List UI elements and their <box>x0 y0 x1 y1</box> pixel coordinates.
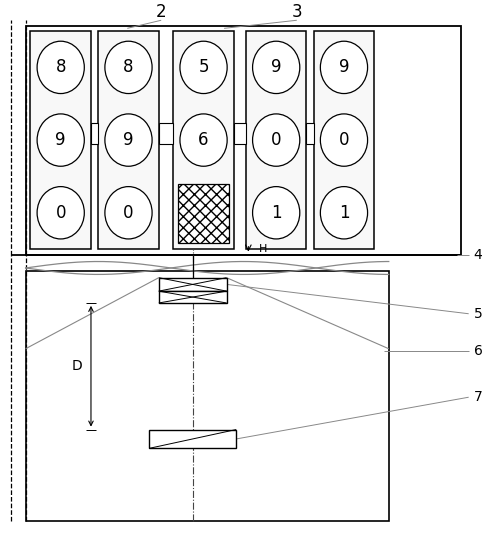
Bar <box>159 291 226 303</box>
Bar <box>149 430 236 448</box>
Bar <box>159 122 173 145</box>
Bar <box>159 277 226 291</box>
Text: 0: 0 <box>339 131 349 149</box>
Text: 1: 1 <box>338 204 349 222</box>
Bar <box>26 271 389 521</box>
Ellipse shape <box>37 41 84 94</box>
Text: 8: 8 <box>56 58 66 76</box>
Ellipse shape <box>180 41 227 94</box>
Ellipse shape <box>253 41 300 94</box>
Bar <box>173 31 234 249</box>
Text: 4: 4 <box>473 248 482 262</box>
Bar <box>234 122 246 145</box>
Text: 0: 0 <box>271 131 281 149</box>
Text: H: H <box>259 244 267 254</box>
Text: 8: 8 <box>123 58 134 76</box>
Bar <box>178 184 229 243</box>
Bar <box>31 31 91 249</box>
Ellipse shape <box>320 187 368 239</box>
Ellipse shape <box>253 114 300 166</box>
Ellipse shape <box>180 114 227 166</box>
Text: 3: 3 <box>291 3 302 21</box>
Ellipse shape <box>37 114 84 166</box>
Text: D: D <box>72 359 82 373</box>
Text: 7: 7 <box>473 390 482 404</box>
Bar <box>91 122 98 145</box>
Text: 6: 6 <box>198 131 209 149</box>
Text: 9: 9 <box>271 58 281 76</box>
Text: 5: 5 <box>198 58 209 76</box>
Ellipse shape <box>105 187 152 239</box>
Text: 2: 2 <box>156 3 167 21</box>
Text: 9: 9 <box>56 131 66 149</box>
Text: 1: 1 <box>271 204 281 222</box>
Text: 0: 0 <box>123 204 134 222</box>
Bar <box>98 31 159 249</box>
Ellipse shape <box>253 187 300 239</box>
Bar <box>246 31 306 249</box>
Ellipse shape <box>320 41 368 94</box>
Ellipse shape <box>105 41 152 94</box>
Text: 5: 5 <box>473 307 482 321</box>
Text: 9: 9 <box>123 131 134 149</box>
Text: 9: 9 <box>339 58 349 76</box>
Bar <box>26 26 461 255</box>
Ellipse shape <box>320 114 368 166</box>
Text: 0: 0 <box>56 204 66 222</box>
Bar <box>306 122 314 145</box>
Bar <box>314 31 374 249</box>
Text: 6: 6 <box>473 344 483 358</box>
Ellipse shape <box>37 187 84 239</box>
Ellipse shape <box>105 114 152 166</box>
